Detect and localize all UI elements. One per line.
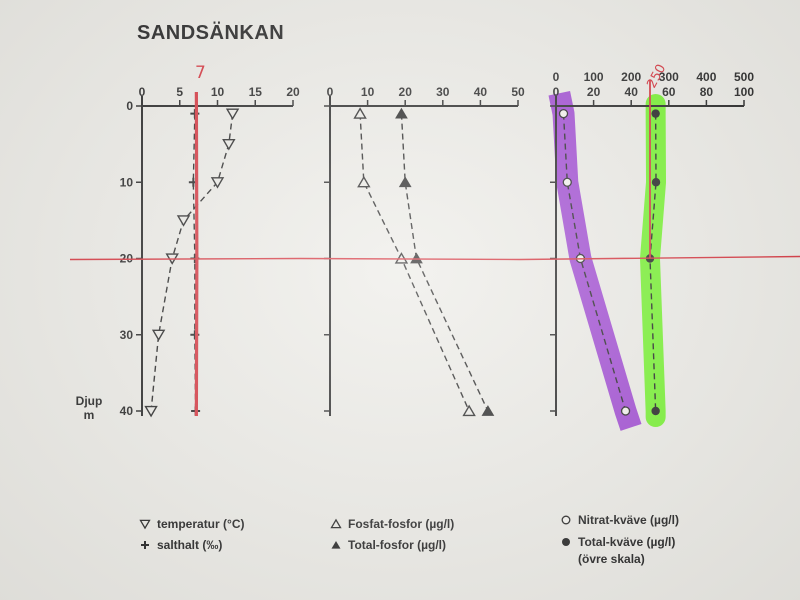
x-tick-label: 50 [511, 85, 525, 99]
annotation-group: 7 250 [69, 62, 800, 417]
legend-nitrate-swatch [561, 515, 571, 525]
temperature-point [151, 329, 166, 342]
handwritten-7: 7 [195, 63, 206, 83]
total-phosphorus-point [481, 405, 495, 416]
x-tick-label-lower: 40 [625, 85, 639, 99]
x-tick-label: 10 [211, 85, 225, 99]
legend-total-nitrogen-scale-note: (övre skala) [578, 552, 645, 566]
x-tick-label-upper: 100 [584, 70, 604, 84]
x-tick-label: 30 [436, 85, 450, 99]
x-tick-label-upper: 0 [553, 70, 560, 84]
nitrate-highlight [548, 90, 642, 431]
nitrate-point [558, 108, 569, 119]
total-nitrogen-line [649, 113, 657, 412]
y-tick-label: 40 [120, 404, 134, 418]
x-tick-label: 20 [286, 85, 300, 99]
red-horizontal-line [69, 255, 800, 261]
legend-temperature-swatch [139, 519, 151, 530]
x-tick-label-lower: 20 [587, 85, 601, 99]
x-tick-label-lower: 80 [700, 85, 714, 99]
legend: temperatur (°C) salthalt (‰) Fosfat-fosfor… [139, 513, 679, 566]
nitrate-line [562, 113, 627, 412]
legend-salinity-label: salthalt (‰) [157, 538, 222, 552]
y-tick-label: 20 [120, 252, 134, 266]
phosphate-point [353, 107, 367, 119]
total-phosphorus-point [410, 252, 423, 264]
x-tick-label-upper: 200 [621, 70, 641, 84]
legend-nitrate-label: Nitrat-kväve (µg/l) [578, 513, 679, 527]
legend-total-nitrogen-swatch [562, 538, 570, 546]
temperature-point [144, 405, 158, 418]
total-phosphorus-point [398, 176, 412, 188]
nitrate-point [562, 177, 572, 187]
depth-axis-label: Djup [76, 394, 103, 408]
series-group [144, 107, 661, 418]
total-nitrogen-point [651, 109, 660, 118]
legend-total-nitrogen-label: Total-kväve (µg/l) [578, 535, 675, 549]
nitrate-point [620, 406, 631, 416]
x-tick-label: 20 [399, 85, 413, 99]
phosphate-line [359, 113, 470, 412]
legend-total-phosphorus-swatch [331, 540, 341, 549]
phosphate-point [394, 252, 409, 264]
red-vertical-line-panel1 [194, 91, 199, 417]
x-tick-label: 0 [139, 85, 146, 99]
legend-phosphate-label: Fosfat-fosfor (µg/l) [348, 517, 454, 531]
y-tick-label: 0 [126, 99, 133, 113]
x-tick-label: 40 [474, 85, 488, 99]
temperature-line [150, 113, 234, 412]
total-nitrogen-point [651, 178, 661, 187]
y-tick-label: 10 [120, 175, 134, 189]
legend-total-phosphorus-label: Total-fosfor (µg/l) [348, 538, 446, 552]
highlighter-marks [548, 90, 667, 431]
x-tick-label: 0 [327, 85, 334, 99]
legend-salinity-swatch [141, 541, 149, 549]
phosphate-point [357, 175, 371, 188]
temperature-point [225, 108, 240, 120]
chart-title: SANDSÄNKAN [137, 22, 285, 44]
x-tick-label-lower: 0 [553, 85, 560, 99]
temperature-point [222, 139, 236, 151]
x-tick-label: 15 [249, 85, 263, 99]
x-tick-label: 5 [176, 85, 183, 99]
legend-temperature-label: temperatur (°C) [157, 517, 244, 531]
temperature-point [210, 177, 225, 189]
x-tick-label-lower: 100 [734, 85, 754, 99]
total-nitrogen-point [651, 406, 660, 416]
total-phosphorus-line [400, 113, 489, 412]
x-tick-label-upper: 300 [659, 70, 679, 84]
x-tick-label: 10 [361, 85, 375, 99]
y-tick-label: 30 [120, 328, 134, 342]
x-tick-label-upper: 400 [696, 70, 716, 84]
total-phosphorus-point [395, 107, 408, 119]
temperature-point [176, 215, 191, 227]
x-tick-label-upper: 500 [734, 70, 754, 84]
depth-axis-unit: m [84, 408, 95, 422]
legend-phosphate-swatch [330, 518, 342, 529]
phosphate-point [462, 404, 476, 417]
x-tick-label-lower: 60 [662, 85, 676, 99]
